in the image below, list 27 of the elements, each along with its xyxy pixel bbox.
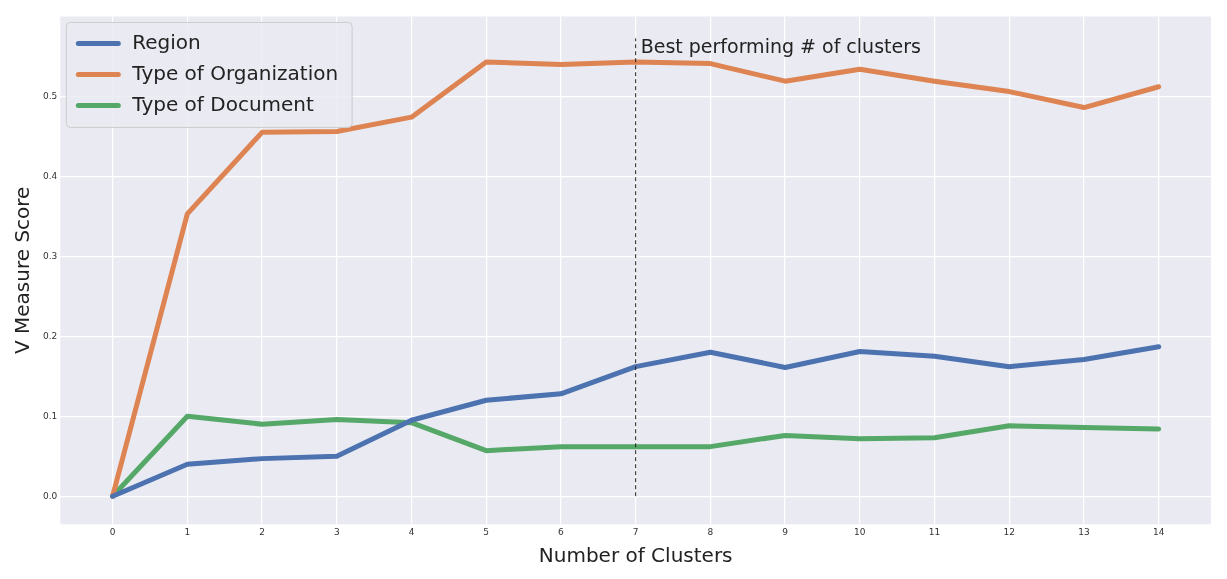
x-axis-title: Number of Clusters bbox=[538, 543, 733, 568]
x-tick-label: 8 bbox=[707, 526, 714, 537]
x-tick-label: 0 bbox=[109, 526, 116, 537]
legend-label: Type of Organization bbox=[131, 60, 339, 85]
y-axis-title: V Measure Score bbox=[10, 186, 35, 355]
y-tick-label: 0.1 bbox=[42, 410, 58, 421]
x-tick-label: 7 bbox=[632, 526, 639, 537]
x-tick-label: 3 bbox=[333, 526, 340, 537]
legend-label: Region bbox=[132, 29, 201, 54]
y-tick-label: 0.2 bbox=[42, 330, 58, 341]
x-tick-label: 10 bbox=[854, 526, 866, 537]
x-tick-label: 4 bbox=[408, 526, 415, 537]
x-tick-label: 1 bbox=[184, 526, 191, 537]
x-tick-label: 5 bbox=[483, 526, 490, 537]
y-tick-label: 0.4 bbox=[42, 170, 58, 181]
x-tick-label: 9 bbox=[782, 526, 789, 537]
y-tick-label: 0.0 bbox=[42, 490, 58, 501]
x-tick-label: 2 bbox=[259, 526, 265, 537]
ref-line-label: Best performing # of clusters bbox=[640, 35, 921, 58]
x-tick-label: 12 bbox=[1003, 526, 1015, 537]
y-tick-label: 0.5 bbox=[42, 90, 58, 101]
x-tick-label: 6 bbox=[558, 526, 565, 537]
x-tick-label: 14 bbox=[1152, 526, 1165, 537]
y-tick-label: 0.3 bbox=[42, 250, 58, 261]
x-tick-label: 11 bbox=[928, 526, 941, 537]
legend-label: Type of Document bbox=[131, 91, 315, 116]
x-tick-label: 13 bbox=[1078, 526, 1090, 537]
